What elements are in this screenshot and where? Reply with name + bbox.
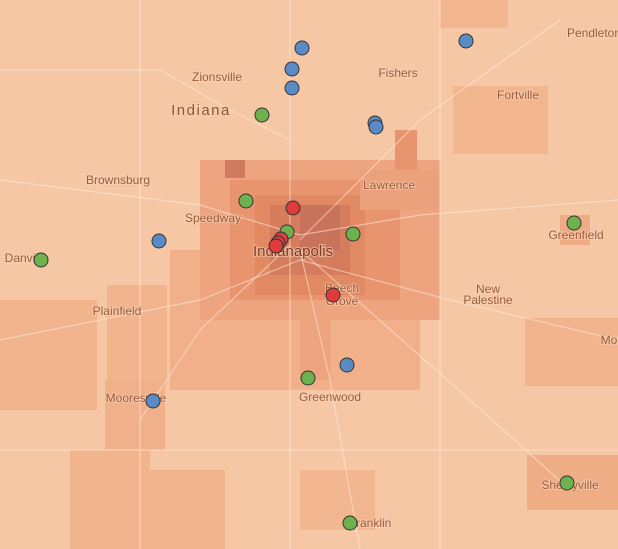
place-label: Greenfield xyxy=(548,228,603,242)
place-label: Lawrence xyxy=(363,178,415,192)
marker[interactable] xyxy=(238,193,254,209)
marker[interactable] xyxy=(368,119,384,135)
marker[interactable] xyxy=(345,226,361,242)
place-label: Brownsburg xyxy=(86,173,150,187)
place-label: New xyxy=(476,282,500,296)
place-labels: Pendleton Zionsville Fishers Fortville I… xyxy=(4,25,618,531)
marker[interactable] xyxy=(285,200,301,216)
marker[interactable] xyxy=(284,80,300,96)
marker[interactable] xyxy=(458,33,474,49)
place-label: Palestine xyxy=(463,293,513,307)
marker[interactable] xyxy=(145,393,161,409)
marker[interactable] xyxy=(284,61,300,77)
place-label: Fortville xyxy=(497,88,539,102)
place-label: Pendleton xyxy=(567,26,618,40)
marker[interactable] xyxy=(325,287,341,303)
place-label: Fishers xyxy=(378,66,417,80)
marker[interactable] xyxy=(268,238,284,254)
marker[interactable] xyxy=(294,40,310,56)
place-label: Morristown xyxy=(601,333,618,347)
marker[interactable] xyxy=(559,475,575,491)
city-label: Indianapolis xyxy=(253,243,333,260)
marker[interactable] xyxy=(33,252,49,268)
place-label: Greenwood xyxy=(299,390,361,404)
markers xyxy=(33,33,582,531)
marker[interactable] xyxy=(254,107,270,123)
place-label: Speedway xyxy=(185,211,241,225)
place-label: Franklin xyxy=(349,516,392,530)
place-label: Zionsville xyxy=(192,70,242,84)
place-label: Plainfield xyxy=(93,304,142,318)
marker[interactable] xyxy=(339,357,355,373)
marker[interactable] xyxy=(342,515,358,531)
state-label: Indiana xyxy=(171,102,231,119)
marker[interactable] xyxy=(566,215,582,231)
marker[interactable] xyxy=(151,233,167,249)
marker[interactable] xyxy=(300,370,316,386)
